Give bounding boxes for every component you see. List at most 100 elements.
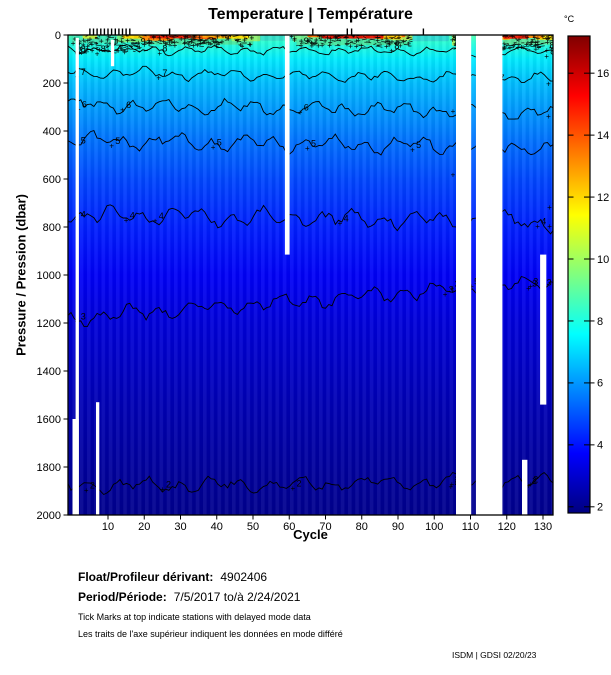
missing-data-stripe (475, 35, 503, 515)
x-tick-label: 20 (138, 521, 150, 533)
contour-line-5 (68, 130, 553, 156)
x-tick-label: 110 (462, 521, 480, 533)
contour-label: 4 (130, 210, 135, 220)
plot-title: Temperature | Température (208, 6, 413, 23)
contour-line-7 (68, 65, 553, 84)
contour-label: 2 (166, 480, 171, 490)
contour-label-marker: + (124, 216, 129, 225)
y-tick-label: 600 (43, 174, 61, 186)
colorbar-tick-label: 4 (597, 440, 603, 452)
contour-label-marker: + (298, 108, 303, 117)
contour-label-marker: + (526, 482, 531, 491)
contour-label-marker: + (450, 480, 455, 489)
y-tick-label: 800 (43, 222, 61, 234)
contour-label: 6 (126, 100, 131, 110)
y-tick-label: 200 (43, 78, 61, 90)
contour-label: 8 (81, 44, 86, 54)
period-line: Period/Période: 7/5/2017 to/à 2/24/2021 (78, 590, 300, 604)
colorbar-gradient (568, 36, 590, 513)
contour-label-marker: + (528, 480, 533, 489)
contour-label: 3 (449, 285, 454, 295)
contour-label-marker: + (526, 284, 531, 293)
note-english: Tick Marks at top indicate stations with… (78, 612, 311, 622)
x-tick-label: 30 (174, 521, 186, 533)
y-axis-label: Pressure / Pression (dbar) (13, 194, 29, 356)
y-tick-label: 1400 (37, 366, 61, 378)
contour-label: 2 (533, 475, 538, 485)
contour-label-marker: + (211, 143, 216, 152)
colorbar: 2 4 6 8 10 12 14 16 (567, 35, 609, 514)
contour-label: 5 (81, 135, 86, 145)
contour-label-marker: + (291, 484, 296, 493)
contour-label-marker: + (389, 47, 394, 56)
contour-label-marker: + (153, 216, 158, 225)
contour-label: 3 (532, 278, 537, 288)
missing-data-stripe (522, 459, 528, 515)
y-tick-label: 0 (55, 30, 61, 42)
y-tick-label: 1000 (37, 270, 61, 282)
contour-label-marker: + (547, 222, 552, 231)
contour-label: 4 (81, 210, 86, 220)
axes: 10 20 30 40 50 60 70 80 90 100 110 120 130 0 200 400 600… (37, 28, 554, 533)
contour-label: 7 (81, 67, 86, 77)
y-tick-label: 1200 (37, 318, 61, 330)
plot-area: 8+8+8+7+7+7+7+6+6+6+6+5+5+5+5+5+4+4+4+4+… (68, 35, 558, 515)
contour-label: 5 (217, 137, 222, 147)
x-tick-label: 130 (534, 521, 552, 533)
missing-data-stripe (284, 35, 290, 255)
contour-label-marker: + (410, 146, 415, 155)
contour-label: 4 (344, 214, 349, 224)
x-tick-label: 70 (319, 521, 331, 533)
contour-label: 6 (304, 103, 309, 113)
x-tick-label: 10 (102, 521, 114, 533)
missing-data-stripe (75, 37, 79, 515)
colorbar-unit-label: °C (564, 14, 575, 24)
colorbar-tick-label: 8 (597, 316, 603, 328)
colorbar-tick-label: 16 (597, 68, 609, 80)
contour-label-marker: + (299, 42, 304, 51)
period-label: Period/Période: (78, 590, 167, 604)
contour-line-4 (68, 204, 553, 235)
contour-label: 3 (81, 312, 86, 322)
delayed-mode-ticks (89, 28, 425, 35)
float-id-line: Float/Profileur dérivant: 4902406 (78, 570, 267, 584)
contour-label-marker: + (136, 42, 141, 51)
contour-label: 3 (533, 277, 538, 287)
period-value: 7/5/2017 to/à 2/24/2021 (173, 590, 301, 604)
contour-label: 5 (115, 136, 120, 146)
contour-label-marker: + (156, 74, 161, 83)
x-tick-label: 40 (211, 521, 223, 533)
contour-label: 9 (141, 37, 146, 47)
contour-label-marker: + (450, 285, 455, 294)
contour-label-marker: + (160, 485, 165, 494)
contour-label: 5 (416, 140, 421, 150)
contour-label: 8 (550, 40, 555, 50)
missing-data-stripe (456, 35, 472, 515)
x-tick-label: 120 (498, 521, 516, 533)
x-axis-label: Cycle (293, 527, 328, 542)
colorbar-tick-label: 6 (597, 378, 603, 390)
contour-label: 4 (541, 217, 546, 227)
contour-label-marker: + (451, 171, 456, 180)
contour-label: 8 (101, 44, 106, 54)
contour-label: 8 (162, 43, 167, 53)
y-tick-label: 2000 (37, 510, 61, 522)
note-french: Les traits de l'axe supérieur indiquent … (78, 629, 343, 639)
contour-label: 5 (311, 139, 316, 149)
contour-label-marker: + (451, 107, 456, 116)
contour-label-marker: + (469, 282, 474, 291)
contour-label: 3 (547, 277, 552, 287)
contour-label-marker: + (443, 290, 448, 299)
y-tick-label: 1800 (37, 462, 61, 474)
contour-label: 4 (553, 217, 558, 227)
contour-line-2 (68, 471, 553, 496)
contour-label: 8 (394, 41, 399, 51)
colorbar-tick-label: 12 (597, 192, 609, 204)
agency-credit: ISDM | GDSI 02/20/23 (452, 650, 537, 660)
missing-data-stripes (72, 35, 547, 515)
y-axis-ticks: 0 200 400 600 800 1000 1200 1400 1600 1800 2000 (37, 30, 68, 522)
contour-label: 2 (532, 476, 537, 486)
contour-label: 6 (82, 99, 87, 109)
x-tick-label: 80 (356, 521, 368, 533)
